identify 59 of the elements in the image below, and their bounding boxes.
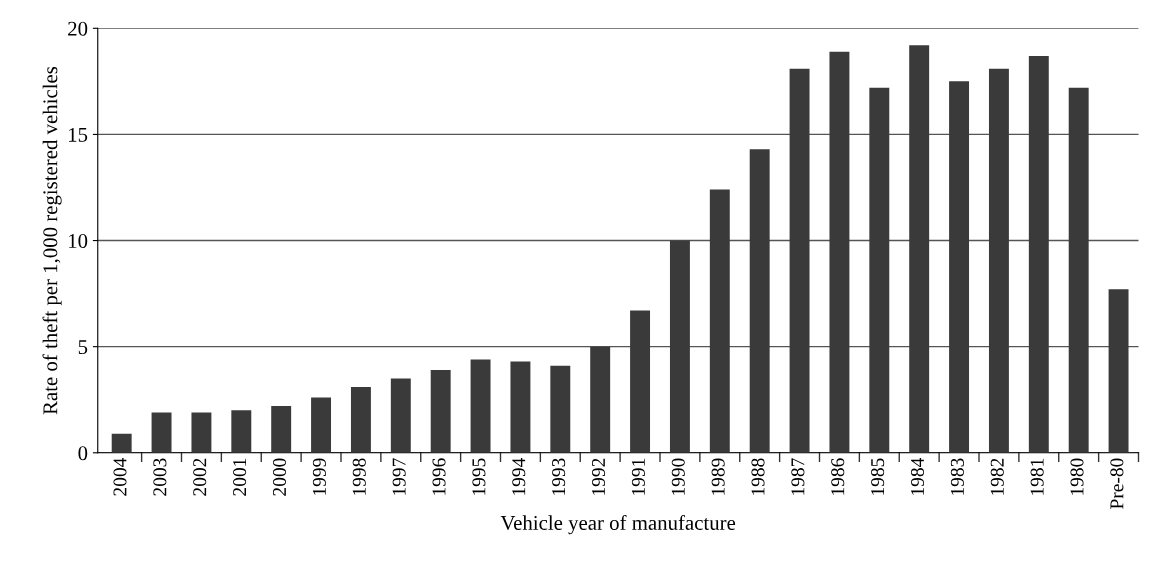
bar	[390, 378, 411, 453]
bar	[271, 406, 292, 453]
x-tick-label: 1989	[711, 458, 725, 495]
x-tick-label: 1998	[352, 458, 366, 495]
bar	[191, 412, 212, 453]
y-tick-label: 5	[78, 340, 88, 355]
x-tick-label: 2004	[113, 457, 127, 496]
x-tick-label: 2000	[272, 458, 287, 496]
x-tick-label: 2001	[233, 458, 247, 496]
x-tick-label: 1999	[312, 458, 326, 495]
bar	[789, 68, 810, 453]
bar	[1108, 289, 1129, 453]
bar	[829, 51, 850, 453]
x-tick-label: 1990	[671, 458, 685, 495]
bar	[1028, 55, 1049, 453]
bar	[470, 359, 491, 453]
bar	[1068, 87, 1089, 453]
y-axis-title: Rate of theft per 1,000 registered vehicles	[42, 66, 62, 415]
bar	[590, 346, 611, 453]
x-tick-label: 1993	[552, 458, 566, 495]
x-tick-label: 1987	[791, 458, 805, 495]
x-tick-label: 1985	[871, 458, 885, 495]
x-tick-label: 1991	[631, 458, 645, 495]
bar	[231, 410, 252, 453]
bar	[869, 87, 890, 453]
x-tick-label: 2002	[193, 458, 207, 496]
bar	[430, 370, 451, 453]
bar	[709, 189, 730, 453]
bar	[669, 240, 690, 453]
bar	[111, 433, 132, 453]
x-tick-label: 1997	[392, 458, 406, 495]
bar	[510, 361, 531, 453]
x-axis-title: Vehicle year of manufacture	[500, 515, 736, 535]
y-tick-label: 0	[78, 446, 88, 461]
bar	[311, 397, 332, 453]
y-tick-label: 20	[68, 21, 88, 36]
x-tick-label: 2003	[153, 458, 167, 496]
y-tick-label: 15	[69, 127, 88, 142]
bar	[909, 45, 930, 453]
bar	[988, 68, 1009, 453]
x-tick-label: 1995	[472, 458, 486, 495]
x-tick-label: 1994	[512, 457, 526, 495]
x-tick-label: 1986	[831, 458, 845, 495]
bar	[350, 387, 371, 453]
bar	[630, 310, 651, 453]
x-tick-label: 1981	[1030, 458, 1044, 495]
x-tick-label: 1982	[990, 458, 1004, 495]
x-tick-label: 1983	[950, 458, 964, 495]
bar	[949, 81, 970, 453]
bar	[550, 365, 571, 453]
x-tick-label: Pre-80	[1110, 458, 1124, 509]
bar	[151, 412, 172, 453]
bar	[749, 149, 770, 453]
x-tick-label: 1992	[591, 458, 606, 495]
x-tick-label: 1996	[432, 458, 446, 495]
x-tick-label: 1980	[1070, 458, 1084, 495]
x-tick-label: 1984	[910, 457, 925, 495]
x-tick-label: 1988	[751, 458, 765, 495]
y-tick-label: 10	[69, 233, 88, 248]
